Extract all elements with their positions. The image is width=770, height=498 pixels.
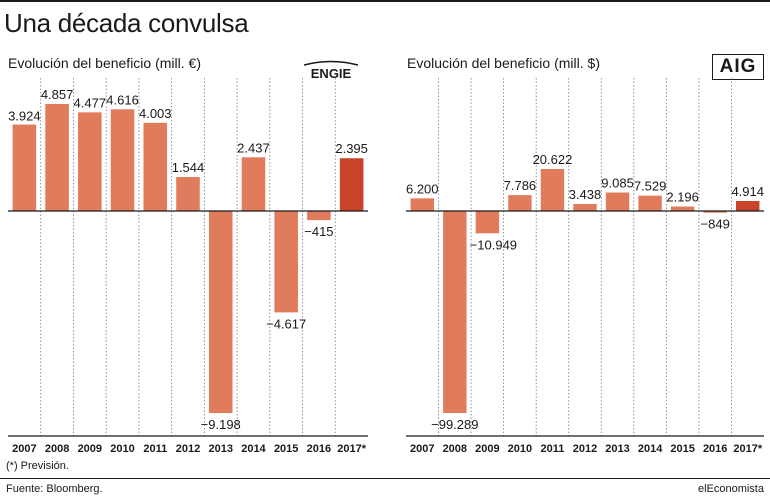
category-label-2016: 2016	[703, 443, 727, 455]
category-label-2013: 2013	[605, 443, 629, 455]
category-label-2016: 2016	[307, 443, 331, 455]
value-label-2015: −4.617	[266, 316, 306, 331]
category-label-2008: 2008	[443, 443, 467, 455]
value-label-2015: 2.196	[666, 190, 699, 205]
value-label-2014: 7.529	[634, 179, 667, 194]
category-label-2014: 2014	[241, 443, 266, 455]
source-note: Fuente: Bloomberg.	[6, 483, 103, 495]
bar-2007	[12, 124, 37, 211]
value-label-2013: −9.198	[201, 417, 241, 432]
value-label-2017*: 2.395	[335, 141, 368, 156]
bar-2010	[110, 109, 135, 211]
category-label-2012: 2012	[573, 443, 597, 455]
category-label-2017*: 2017*	[337, 443, 366, 455]
bar-2017*	[339, 158, 364, 211]
bar-2012	[176, 176, 200, 211]
value-label-2009: −10.949	[470, 237, 517, 252]
value-label-2016: −849	[701, 217, 730, 232]
bar-2009	[475, 211, 500, 234]
value-label-2008: 4.857	[41, 87, 74, 102]
category-label-2017*: 2017*	[733, 443, 762, 455]
value-label-2008: −99.289	[431, 417, 478, 432]
value-label-2017*: 4.914	[731, 184, 764, 199]
engie-logo-text: ENGIE	[311, 66, 352, 80]
value-label-2012: 1.544	[172, 160, 205, 175]
value-label-2012: 3.438	[569, 187, 602, 202]
aig-chart-title: Evolución del beneficio (mill. $)	[407, 55, 600, 71]
category-label-2007: 2007	[12, 443, 36, 455]
bar-2016	[703, 211, 727, 213]
footnote: (*) Previsión.	[6, 460, 69, 472]
top-rule	[0, 0, 770, 2]
category-label-2011: 2011	[143, 443, 167, 455]
bar-2010	[508, 195, 532, 211]
category-label-2007: 2007	[410, 443, 434, 455]
category-label-2013: 2013	[208, 443, 232, 455]
brand-credit: elEconomista	[697, 483, 764, 495]
category-label-2009: 2009	[78, 443, 102, 455]
bar-2008	[443, 211, 467, 413]
category-label-2009: 2009	[475, 443, 499, 455]
bar-2015	[670, 206, 695, 211]
aig-bar-chart: 6.200 −99.289 −10.949 7.786 20.622 3.4389.085…	[406, 78, 764, 455]
value-label-2016: −415	[304, 224, 333, 239]
value-label-2009: 4.477	[74, 95, 107, 110]
category-label-2012: 2012	[176, 443, 200, 455]
footer-rule	[0, 478, 770, 479]
category-label-2010: 2010	[508, 443, 532, 455]
value-label-2010: 7.786	[504, 178, 537, 193]
bar-2011	[143, 122, 168, 211]
category-label-2014: 2014	[638, 443, 663, 455]
bar-2009	[78, 112, 102, 211]
value-label-2014: 2.437	[237, 140, 270, 155]
category-label-2011: 2011	[541, 443, 565, 455]
bar-2011	[540, 169, 565, 211]
bar-2012	[573, 203, 597, 211]
page-title: Una década convulsa	[4, 8, 249, 38]
engie-chart-title: Evolución del beneficio (mill. €)	[8, 55, 201, 71]
value-label-2011: 20.622	[533, 152, 573, 167]
engie-logo: ENGIE	[303, 60, 359, 80]
bar-2014	[638, 195, 662, 211]
bar-2013	[208, 211, 233, 413]
bar-2007	[410, 198, 434, 211]
value-label-2007: 6.200	[406, 181, 439, 196]
value-label-2011: 4.003	[139, 106, 172, 121]
bar-2016	[307, 211, 331, 221]
bar-2017*	[736, 200, 760, 211]
category-label-2010: 2010	[110, 443, 134, 455]
value-label-2010: 4.616	[106, 92, 139, 107]
aig-logo: AIG	[712, 54, 764, 80]
bar-2015	[274, 211, 298, 313]
bar-2013	[605, 192, 630, 211]
value-label-2007: 3.924	[8, 109, 41, 124]
bar-2014	[241, 157, 266, 211]
category-label-2015: 2015	[670, 443, 694, 455]
category-label-2008: 2008	[45, 443, 69, 455]
category-label-2015: 2015	[274, 443, 298, 455]
value-label-2013: 9.085	[601, 175, 634, 190]
bar-2008	[45, 104, 69, 211]
